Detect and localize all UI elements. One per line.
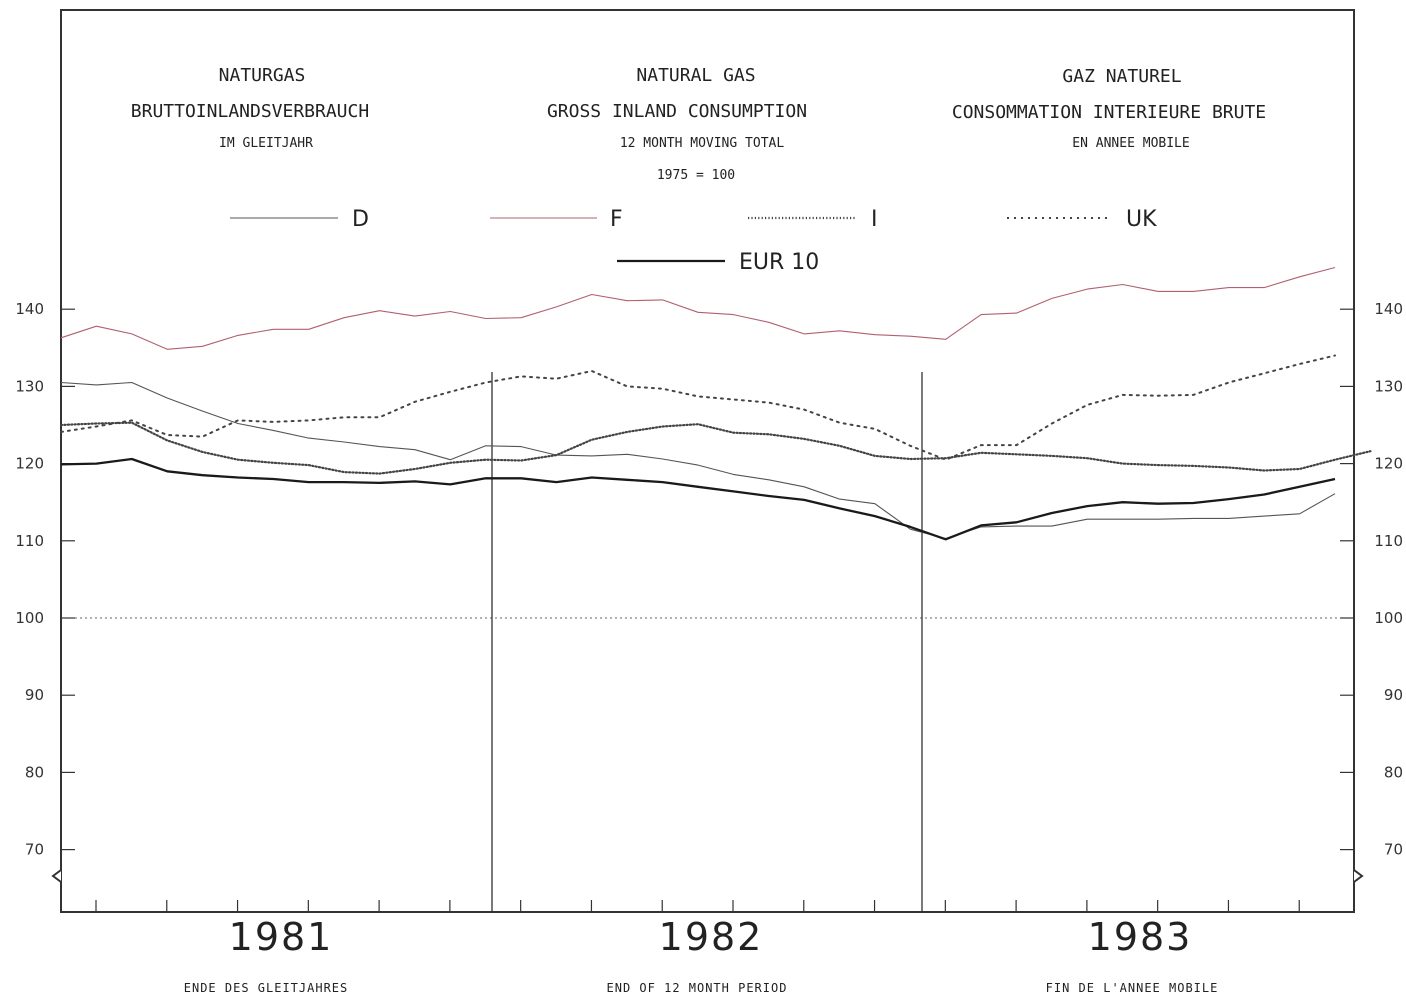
- legend-item-i: I: [748, 207, 878, 232]
- year-label-1982: 1982: [659, 915, 764, 959]
- y-tick-label-left-120: 120: [15, 455, 44, 473]
- year-label-1983: 1983: [1088, 915, 1193, 959]
- header-german: NATURGAS BRUTTOINLANDSVERBRAUCH IM GLEIT…: [131, 65, 369, 151]
- series-line-uk: [60, 354, 1336, 461]
- header-en-title: NATURAL GAS: [636, 65, 755, 86]
- grid-layer: 70 70 80 80 90 90 100 100 110 110 120 120 130 130 140 1…: [15, 300, 1403, 912]
- header-en-subtitle: GROSS INLAND CONSUMPTION: [547, 101, 807, 122]
- legend-item-eur10: EUR 10: [617, 250, 819, 275]
- y-tick-label-left-110: 110: [15, 532, 44, 550]
- y-tick-label-right-80: 80: [1384, 763, 1403, 781]
- series-line-eur10: [60, 457, 1336, 541]
- header-en-note: 12 MONTH MOVING TOTAL: [620, 136, 785, 151]
- y-tick-label-left-130: 130: [15, 377, 44, 395]
- header-fr-subtitle: CONSOMMATION INTERIEURE BRUTE: [952, 102, 1266, 123]
- axis-break-left: [51, 862, 62, 890]
- legend-item-f: F: [490, 207, 623, 232]
- header-de-title: NATURGAS: [219, 65, 306, 86]
- chart-frame: [60, 9, 1355, 913]
- y-tick-label-right-90: 90: [1384, 686, 1403, 704]
- y-tick-label-right-130: 130: [1374, 377, 1403, 395]
- series-layer: [59, 266, 1372, 541]
- legend-label-f: F: [610, 207, 623, 232]
- y-tick-label-right-110: 110: [1374, 532, 1403, 550]
- legend-label-eur10: EUR 10: [739, 250, 819, 275]
- y-tick-label-left-90: 90: [25, 686, 44, 704]
- axis-break-right: [1353, 862, 1364, 890]
- header-english: NATURAL GAS GROSS INLAND CONSUMPTION 12 …: [547, 65, 807, 183]
- footer-en: END OF 12 MONTH PERIOD: [607, 981, 788, 995]
- legend-label-uk: UK: [1126, 207, 1157, 232]
- legend-label-i: I: [871, 207, 878, 232]
- year-label-1981: 1981: [229, 915, 334, 959]
- y-tick-label-right-100: 100: [1374, 609, 1403, 627]
- y-tick-label-right-70: 70: [1384, 841, 1403, 859]
- header-de-note: IM GLEITJAHR: [219, 136, 313, 151]
- series-line-f: [60, 266, 1336, 350]
- header-french: GAZ NATUREL CONSOMMATION INTERIEURE BRUT…: [952, 66, 1266, 151]
- header-en-base: 1975 = 100: [657, 168, 735, 183]
- legend-item-uk: UK: [1007, 207, 1157, 232]
- header-fr-title: GAZ NATUREL: [1062, 66, 1181, 87]
- header-fr-note: EN ANNEE MOBILE: [1072, 136, 1189, 151]
- legend: D F I UK EUR 10: [230, 207, 1157, 275]
- y-tick-label-left-80: 80: [25, 763, 44, 781]
- footer-fr: FIN DE L'ANNEE MOBILE: [1046, 981, 1219, 995]
- legend-item-d: D: [230, 207, 369, 232]
- y-tick-label-left-140: 140: [15, 300, 44, 318]
- legend-label-d: D: [352, 207, 369, 232]
- y-tick-label-right-140: 140: [1374, 300, 1403, 318]
- footer-de: ENDE DES GLEITJAHRES: [184, 981, 349, 995]
- y-tick-label-left-70: 70: [25, 841, 44, 859]
- header-de-subtitle: BRUTTOINLANDSVERBRAUCH: [131, 101, 369, 122]
- y-tick-label-right-120: 120: [1374, 455, 1403, 473]
- series-line-i: [59, 421, 1372, 475]
- series-line-d: [60, 381, 1336, 540]
- y-tick-label-left-100: 100: [15, 609, 44, 627]
